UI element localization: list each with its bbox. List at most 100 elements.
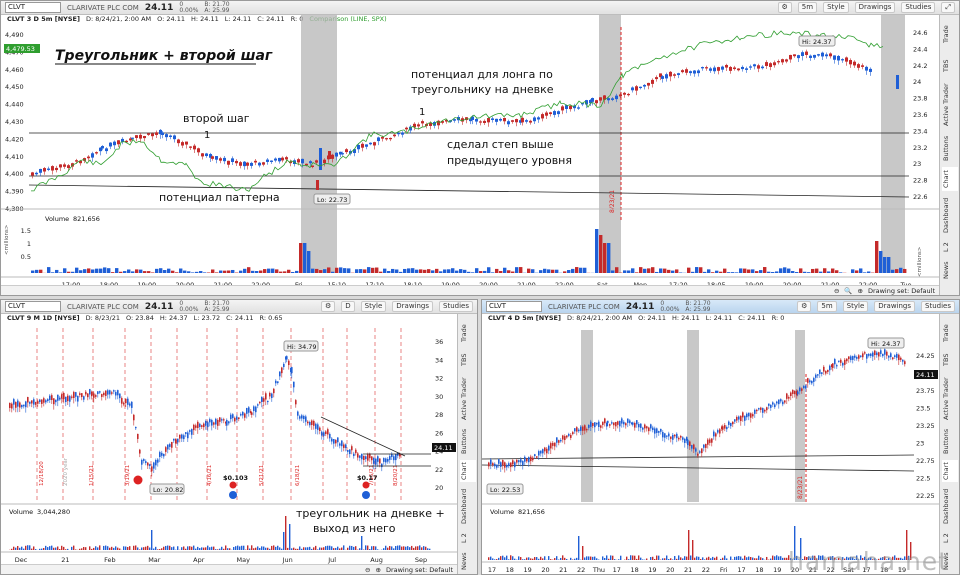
candle-body [813,378,815,382]
candle-body [545,112,548,116]
timeframe-button[interactable]: 5m [797,2,818,13]
volume-bar [834,557,836,560]
zoom-out-icon[interactable]: ⊖ [365,565,371,574]
volume-bar [83,546,85,550]
daily-price-chart[interactable]: 12/18/20 2020 year 1/15/21 3/19/21 4/16/21 5/… [1,314,457,575]
side-tab-dashboard[interactable]: Dashboard [460,488,468,524]
candle-body [756,409,758,412]
studies-button[interactable]: Studies [921,301,955,312]
triangle-upper-line[interactable] [320,416,406,457]
info-close: C: 24.11 [738,314,766,322]
candle-body [882,353,884,357]
side-tab-buttons[interactable]: Buttons [460,428,468,454]
candle-body [71,396,73,398]
trend-line[interactable] [28,184,910,198]
side-tab-dashboard[interactable]: Dashboard [942,488,950,524]
side-tab-buttons[interactable]: Buttons [942,428,950,454]
volume-bar [716,556,718,560]
gear-icon[interactable]: ⚙ [797,301,812,312]
candle-body [748,412,750,417]
drawing-set-label[interactable]: Drawing set: Default [867,286,935,295]
volume-bar [670,558,672,560]
drawings-button[interactable]: Drawings [854,2,896,13]
drawing-set-label[interactable]: Drawing set: Default [385,565,453,574]
studies-button[interactable]: Studies [901,2,936,13]
volume-bar [205,547,207,550]
side-tab-active-trader[interactable]: Active Trader [460,377,468,421]
side-tab-l2[interactable]: L 2 [942,533,950,543]
candle-body [841,59,844,61]
style-button[interactable]: Style [360,301,387,312]
style-button[interactable]: Style [823,2,849,13]
side-tab-chart[interactable]: Chart [460,460,476,482]
side-tab-chart[interactable]: Chart [942,167,958,191]
earnings-icon[interactable] [362,481,370,489]
symbol-input[interactable]: CLVT [5,301,61,312]
side-tab-trade[interactable]: Trade [942,25,950,43]
side-tab-news[interactable]: News [460,552,468,570]
dividend-icon[interactable] [362,491,370,499]
timeframe-button[interactable]: 5m [817,301,837,312]
top-price-chart[interactable]: 8/23/21 4,4904,4704,4604,4504,4404,4304,… [1,15,939,296]
candle-body [562,435,564,440]
volume-bar [906,530,908,560]
style-button[interactable]: Style [842,301,869,312]
candle-body [506,465,508,468]
volume-bar [623,270,627,273]
zoom-in-icon[interactable]: ⊕ [375,565,381,574]
side-tab-active-trader[interactable]: Active Trader [942,83,950,127]
zoom-icon[interactable]: 🔍 [844,286,853,295]
candle-body [677,73,680,76]
volume-bar [895,269,899,273]
candle-body [250,162,253,166]
side-tab-l2[interactable]: L 2 [942,242,950,252]
volume-bar [518,556,520,560]
side-tab-tbs[interactable]: TBS [460,353,468,367]
side-tab-trade[interactable]: Trade [942,324,950,342]
candle-body [762,408,764,413]
volume-bar [776,555,778,560]
candle-body [219,417,221,422]
earnings-icon[interactable] [133,475,143,485]
side-tab-news[interactable]: News [942,261,950,279]
earnings-icon[interactable] [229,481,237,489]
volume-bar [167,268,171,273]
candle-body [508,463,510,467]
gear-icon[interactable]: ⚙ [777,2,792,13]
drawings-button[interactable]: Drawings [392,301,434,312]
studies-button[interactable]: Studies [439,301,473,312]
gear-icon[interactable]: ⚙ [321,301,336,312]
symbol-input[interactable]: CLVT [5,2,61,13]
intraday-price-chart[interactable]: 8/23/21 24.252423.7523.523.252322.7522.5… [482,314,939,575]
zoom-in-icon[interactable]: ⊕ [857,286,863,295]
volume-bar [201,547,203,550]
symbol-input[interactable]: CLVT [486,301,542,312]
volume-bar [303,547,305,550]
side-tab-trade[interactable]: Trade [460,324,468,342]
trend-line[interactable] [482,464,915,472]
side-tab-active-trader[interactable]: Active Trader [942,377,950,421]
candle-body [809,380,811,383]
side-tab-tbs[interactable]: TBS [942,59,950,73]
expand-icon[interactable]: ⤢ [941,2,955,13]
side-tab-l2[interactable]: L 2 [460,533,468,543]
candle-body [758,408,760,410]
side-tab-dashboard[interactable]: Dashboard [942,197,950,233]
volume-bar [595,229,599,273]
volume-bar [910,542,912,560]
volume-bar [387,547,389,550]
candle-body [173,135,176,140]
info-date: D: 8/24/21, 2:00 AM [85,15,152,23]
side-tab-tbs[interactable]: TBS [942,353,950,367]
volume-bar [854,559,856,560]
side-tab-buttons[interactable]: Buttons [942,135,950,161]
drawings-button[interactable]: Drawings [874,301,916,312]
timeframe-button[interactable]: D [341,301,355,312]
zoom-out-icon[interactable]: ⊖ [833,286,840,295]
volume-bar [359,548,361,550]
side-tab-chart[interactable]: Chart [942,460,958,482]
candle-body [691,445,693,449]
info-high: H: 24.11 [191,15,219,23]
volume-bar [115,268,119,273]
dividend-icon[interactable] [229,491,237,499]
